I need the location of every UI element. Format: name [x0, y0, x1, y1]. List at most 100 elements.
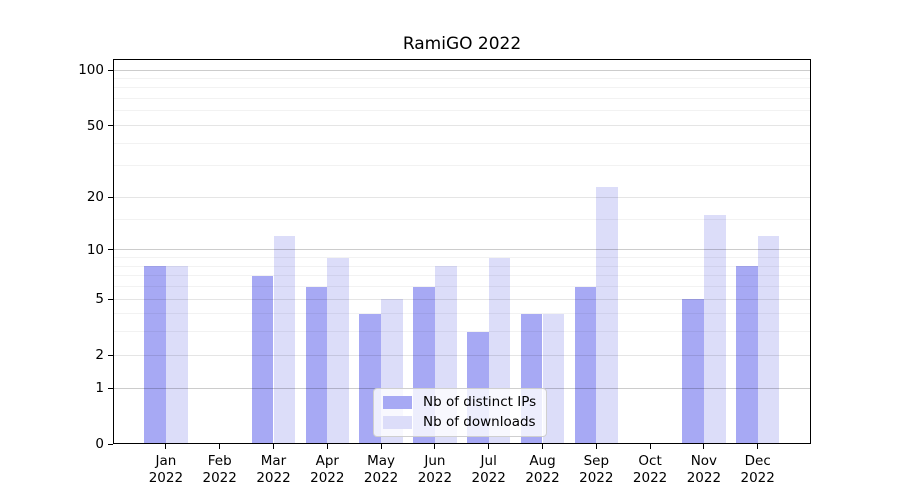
y-tick-label-5: 5 [95, 291, 104, 308]
x-tick-label-jul: Jul 2022 [461, 453, 517, 487]
x-tick-year: 2022 [310, 470, 345, 487]
x-tick-apr [326, 444, 328, 450]
y-tick-0 [108, 443, 113, 445]
gridline-y-70 [113, 98, 811, 100]
gridline-y-7 [113, 275, 811, 277]
x-tick-dec [757, 444, 759, 450]
gridline-y-9 [113, 257, 811, 259]
x-tick-month: Feb [207, 453, 232, 470]
gridline-y-10 [113, 249, 811, 251]
x-tick-year: 2022 [525, 470, 560, 487]
gridline-y-50 [113, 125, 811, 126]
x-tick-year: 2022 [417, 470, 453, 487]
y-tick-label-1: 1 [95, 380, 104, 397]
chart-title: RamiGO 2022 [402, 34, 522, 54]
y-tick-50 [108, 125, 113, 126]
gridline-y-4 [113, 313, 811, 315]
gridline-y-8 [113, 265, 811, 267]
x-tick-label-mar: Mar 2022 [246, 453, 302, 487]
legend-item-distinct-ips: Nb of distinct IPs [383, 395, 537, 410]
x-tick-oct [649, 444, 651, 450]
x-tick-month: May [367, 453, 396, 470]
x-tick-year: 2022 [632, 470, 668, 487]
x-tick-month: Oct [638, 453, 662, 470]
legend-swatch-distinct-ips [383, 396, 412, 409]
x-tick-jun [434, 444, 436, 450]
x-tick-sep [595, 444, 597, 450]
x-tick-label-sep: Sep 2022 [568, 453, 624, 487]
x-tick-year: 2022 [471, 470, 506, 487]
legend-label-downloads: Nb of downloads [423, 414, 536, 430]
y-tick-label-10: 10 [86, 241, 104, 258]
legend: Nb of distinct IPs Nb of downloads [373, 388, 547, 437]
x-tick-year: 2022 [202, 470, 237, 487]
x-tick-year: 2022 [148, 470, 184, 487]
bar-jan-downloads [165, 266, 188, 445]
x-tick-month: Mar [260, 453, 287, 470]
y-tick-label-50: 50 [86, 117, 104, 134]
x-tick-nov [703, 444, 705, 450]
bar-mar-ips [251, 275, 274, 445]
x-tick-label-nov: Nov 2022 [676, 453, 732, 487]
y-tick-label-0: 0 [95, 436, 104, 453]
x-tick-month: Nov [690, 453, 718, 470]
y-tick-5 [108, 298, 113, 300]
gridline-y-40 [113, 142, 811, 144]
x-tick-year: 2022 [686, 470, 722, 487]
gridline-y-20 [113, 196, 811, 198]
x-tick-year: 2022 [363, 470, 399, 487]
x-tick-year: 2022 [579, 470, 614, 487]
x-tick-aug [542, 444, 543, 450]
x-tick-feb [219, 444, 221, 450]
bar-dec-ips [735, 266, 758, 445]
y-tick-2 [108, 354, 113, 356]
bar-dec-downloads [757, 236, 780, 445]
x-tick-jan [165, 444, 167, 450]
x-tick-mar [273, 444, 274, 450]
gridline-y-6 [113, 286, 811, 288]
gridline-y-3 [113, 331, 811, 333]
legend-label-distinct-ips: Nb of distinct IPs [423, 394, 537, 410]
bar-apr-ips [305, 286, 328, 445]
bar-mar-downloads [273, 236, 296, 445]
bar-nov-ips [682, 299, 704, 445]
bar-nov-downloads [703, 214, 726, 445]
x-tick-jul [488, 444, 490, 450]
x-tick-month: Jul [480, 453, 497, 470]
x-tick-label-feb: Feb 2022 [192, 453, 248, 487]
x-tick-month: Aug [529, 453, 556, 470]
gridline-y-80 [113, 87, 811, 89]
gridline-y-2 [113, 354, 811, 356]
y-tick-label-100: 100 [78, 62, 104, 79]
gridline-y-15 [113, 219, 811, 221]
legend-swatch-downloads [383, 416, 412, 429]
bar-apr-downloads [327, 257, 350, 445]
x-tick-month: Dec [744, 453, 771, 470]
x-tick-month: Jun [424, 453, 446, 470]
gridline-y-30 [113, 165, 811, 167]
y-tick-label-20: 20 [86, 189, 104, 206]
y-tick-1 [108, 387, 113, 389]
bar-aug-downloads [542, 313, 565, 445]
x-tick-label-apr: Apr 2022 [299, 453, 355, 487]
x-tick-month: Apr [315, 453, 339, 470]
x-tick-label-jan: Jan 2022 [138, 453, 194, 487]
x-tick-month: Sep [583, 453, 610, 470]
y-tick-10 [108, 249, 113, 251]
bar-jan-ips [144, 266, 166, 445]
gridline-y-90 [113, 78, 811, 80]
gridline-y-100 [113, 69, 811, 71]
y-tick-100 [108, 69, 113, 71]
x-tick-label-dec: Dec 2022 [730, 453, 786, 487]
bar-sep-downloads [596, 186, 619, 445]
x-tick-year: 2022 [740, 470, 775, 487]
y-tick-20 [108, 196, 113, 198]
x-tick-year: 2022 [256, 470, 291, 487]
gridline-y-5 [113, 298, 811, 300]
legend-item-downloads: Nb of downloads [383, 415, 537, 430]
y-tick-label-2: 2 [95, 347, 104, 364]
bar-sep-ips [574, 286, 597, 445]
x-tick-may [380, 444, 382, 450]
x-tick-label-jun: Jun 2022 [407, 453, 463, 487]
